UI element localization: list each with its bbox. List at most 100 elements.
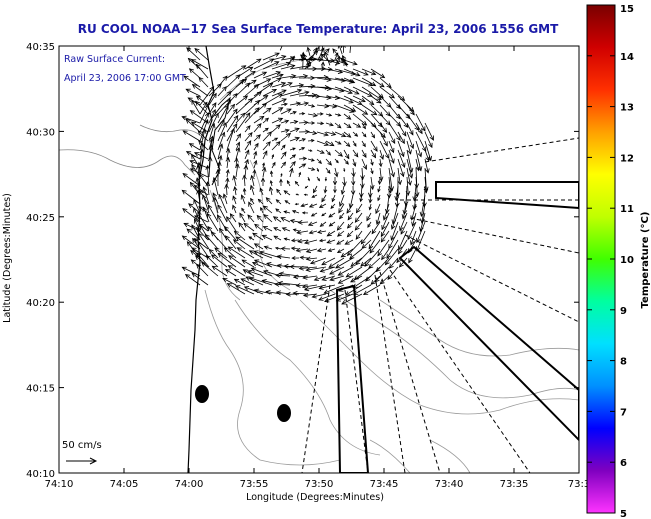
plot-contents	[59, 46, 579, 473]
current-arrow	[343, 167, 346, 173]
current-arrow	[326, 239, 336, 244]
current-arrow	[283, 190, 291, 196]
current-arrow	[310, 212, 318, 217]
current-arrow	[382, 203, 390, 221]
current-arrow	[343, 68, 361, 77]
current-arrow	[313, 275, 327, 282]
contour-line	[379, 299, 579, 357]
current-arrow	[333, 167, 339, 178]
current-arrow	[305, 266, 327, 272]
x-tick-label: 73:50	[305, 479, 334, 490]
current-arrow	[185, 118, 201, 133]
current-arrow	[361, 239, 372, 249]
current-arrow	[334, 149, 343, 157]
current-arrow	[262, 141, 271, 151]
current-arrow	[406, 140, 412, 155]
current-arrow	[337, 266, 354, 276]
current-arrow	[226, 65, 247, 79]
current-arrow	[316, 167, 319, 172]
current-arrow	[334, 158, 339, 164]
current-arrow	[307, 221, 318, 227]
current-arrow	[377, 185, 381, 193]
current-arrow	[352, 275, 372, 289]
y-tick-label: 40:30	[26, 127, 55, 138]
current-arrow	[301, 211, 309, 215]
current-arrow	[280, 161, 287, 169]
current-arrow	[379, 104, 391, 117]
current-arrow	[186, 228, 201, 241]
current-arrow	[381, 212, 390, 231]
current-arrow	[336, 239, 345, 245]
current-arrow	[388, 131, 396, 145]
current-arrow	[379, 131, 388, 147]
current-arrow	[279, 46, 283, 51]
current-arrow	[298, 147, 306, 151]
current-arrow	[379, 122, 388, 134]
current-arrow	[424, 158, 430, 174]
current-arrow	[229, 213, 237, 223]
current-arrow	[340, 185, 346, 195]
current-arrow	[262, 150, 268, 160]
current-arrow	[252, 169, 257, 178]
current-arrow	[253, 259, 273, 268]
colorbar-tick-label: 8	[620, 357, 627, 368]
current-arrow	[351, 167, 356, 178]
current-arrow	[198, 206, 209, 214]
current-arrow	[292, 228, 300, 232]
current-arrow	[289, 120, 299, 125]
current-arrow	[232, 174, 237, 187]
current-arrow	[304, 239, 318, 245]
colorbar-tick-label: 10	[620, 255, 634, 266]
current-arrow	[242, 187, 247, 196]
contour-line	[249, 159, 291, 291]
current-arrow	[280, 151, 287, 160]
current-arrow	[272, 216, 282, 223]
current-arrow	[189, 168, 209, 178]
current-arrow	[277, 280, 300, 286]
current-arrow	[226, 108, 238, 124]
current-arrow	[307, 158, 315, 162]
current-arrow	[361, 149, 367, 159]
current-arrow	[232, 204, 237, 214]
current-arrow	[384, 248, 399, 266]
current-arrow	[247, 214, 255, 223]
current-arrow	[217, 252, 237, 268]
current-arrow	[343, 77, 356, 84]
current-arrow	[308, 203, 318, 208]
current-arrow	[235, 98, 254, 115]
current-arrow	[280, 108, 292, 115]
current-arrow	[214, 247, 228, 259]
current-arrow	[182, 208, 201, 223]
current-arrow	[289, 90, 310, 97]
current-arrow	[273, 235, 282, 241]
current-arrow	[351, 176, 356, 186]
current-arrow	[226, 283, 246, 295]
current-arrow	[271, 137, 279, 142]
current-arrow	[195, 63, 209, 79]
current-arrow	[332, 48, 343, 61]
current-arrow	[262, 52, 280, 61]
current-arrow	[206, 212, 219, 232]
current-arrow	[194, 215, 209, 223]
current-arrow	[241, 259, 255, 268]
current-arrow	[244, 83, 260, 97]
current-arrow	[352, 284, 372, 295]
current-arrow	[345, 266, 363, 278]
current-arrow	[316, 176, 320, 182]
current-arrow	[191, 83, 209, 97]
legend-line2: April 23, 2006 17:00 GMT	[64, 73, 186, 84]
current-arrow	[244, 149, 250, 160]
current-arrow	[217, 99, 232, 115]
current-arrow	[280, 144, 286, 151]
current-arrow	[411, 212, 417, 227]
current-arrow	[325, 77, 347, 83]
current-arrow	[360, 230, 372, 245]
current-arrow	[226, 216, 237, 232]
current-arrow	[398, 239, 408, 255]
current-arrow	[217, 90, 232, 106]
current-arrow	[361, 140, 366, 148]
current-arrow	[238, 222, 246, 232]
y-tick-label: 40:15	[26, 384, 55, 395]
current-arrow	[253, 115, 265, 124]
buoy-marker	[195, 385, 209, 403]
